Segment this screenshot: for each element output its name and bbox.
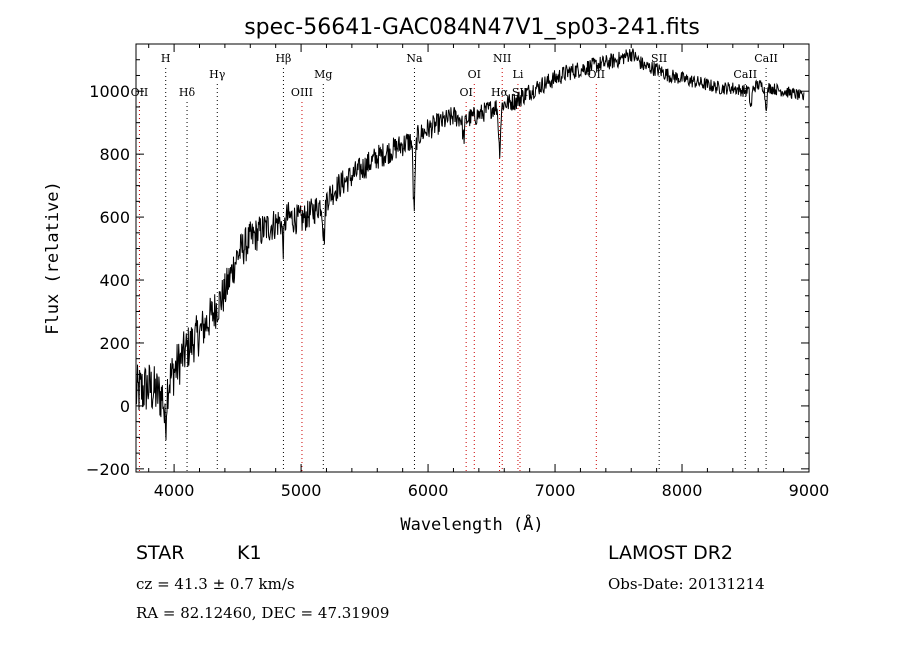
y-tick-label: −200	[86, 460, 130, 479]
line-marker-label: Hβ	[275, 52, 291, 65]
spectrum-line	[135, 48, 805, 441]
coordinates-line: RA = 82.12460, DEC = 47.31909	[136, 604, 390, 622]
x-tick-label: 7000	[535, 481, 576, 500]
line-marker-label: CaII	[754, 52, 778, 65]
x-tick-label: 9000	[789, 481, 830, 500]
x-tick-label: 6000	[408, 481, 449, 500]
object-class: STAR	[136, 542, 185, 564]
y-axis: −200 0 200 400 600 800 1000	[86, 59, 809, 479]
chart-title: spec-56641-GAC084N47V1_sp03-241.fits	[244, 15, 700, 40]
redshift-line: cz = 41.3 ± 0.7 km/s	[136, 575, 295, 593]
line-marker-label: OI	[459, 86, 472, 99]
x-axis: 4000 5000 6000 7000 8000 9000	[148, 44, 830, 500]
line-marker-label: OII	[131, 86, 149, 99]
line-marker-label: SII	[651, 52, 667, 65]
obs-date-line: Obs-Date: 20131214	[608, 575, 765, 593]
x-axis-label: Wavelength (Å)	[400, 513, 543, 535]
line-marker-label: H	[161, 52, 171, 65]
y-axis-label: Flux (relative)	[43, 181, 63, 335]
line-marker-label: SII	[512, 86, 528, 99]
line-marker-label: Na	[406, 52, 423, 65]
y-tick-label: 600	[99, 208, 130, 227]
x-tick-label: 4000	[154, 481, 195, 500]
y-tick-label: 1000	[89, 82, 130, 101]
plot-frame	[135, 43, 810, 473]
line-marker-label: Hδ	[179, 86, 196, 99]
survey-name: LAMOST DR2	[608, 542, 733, 564]
line-marker-label: Li	[513, 68, 524, 81]
x-tick-label: 8000	[662, 481, 703, 500]
y-tick-label: 200	[99, 334, 130, 353]
y-tick-label: 800	[99, 145, 130, 164]
y-tick-label: 0	[120, 397, 130, 416]
object-subclass: K1	[237, 542, 262, 564]
line-marker-label: OII	[587, 68, 605, 81]
line-marker-label: OI	[468, 68, 481, 81]
line-marker-label: CaII	[733, 68, 757, 81]
line-marker-label: Hγ	[209, 68, 226, 81]
line-marker-label: Mg	[314, 68, 332, 81]
line-marker-label: NII	[493, 52, 511, 65]
x-tick-label: 5000	[281, 481, 322, 500]
y-tick-label: 400	[99, 271, 130, 290]
line-marker-label: OIII	[291, 86, 313, 99]
line-marker-label: Hα	[491, 86, 509, 99]
